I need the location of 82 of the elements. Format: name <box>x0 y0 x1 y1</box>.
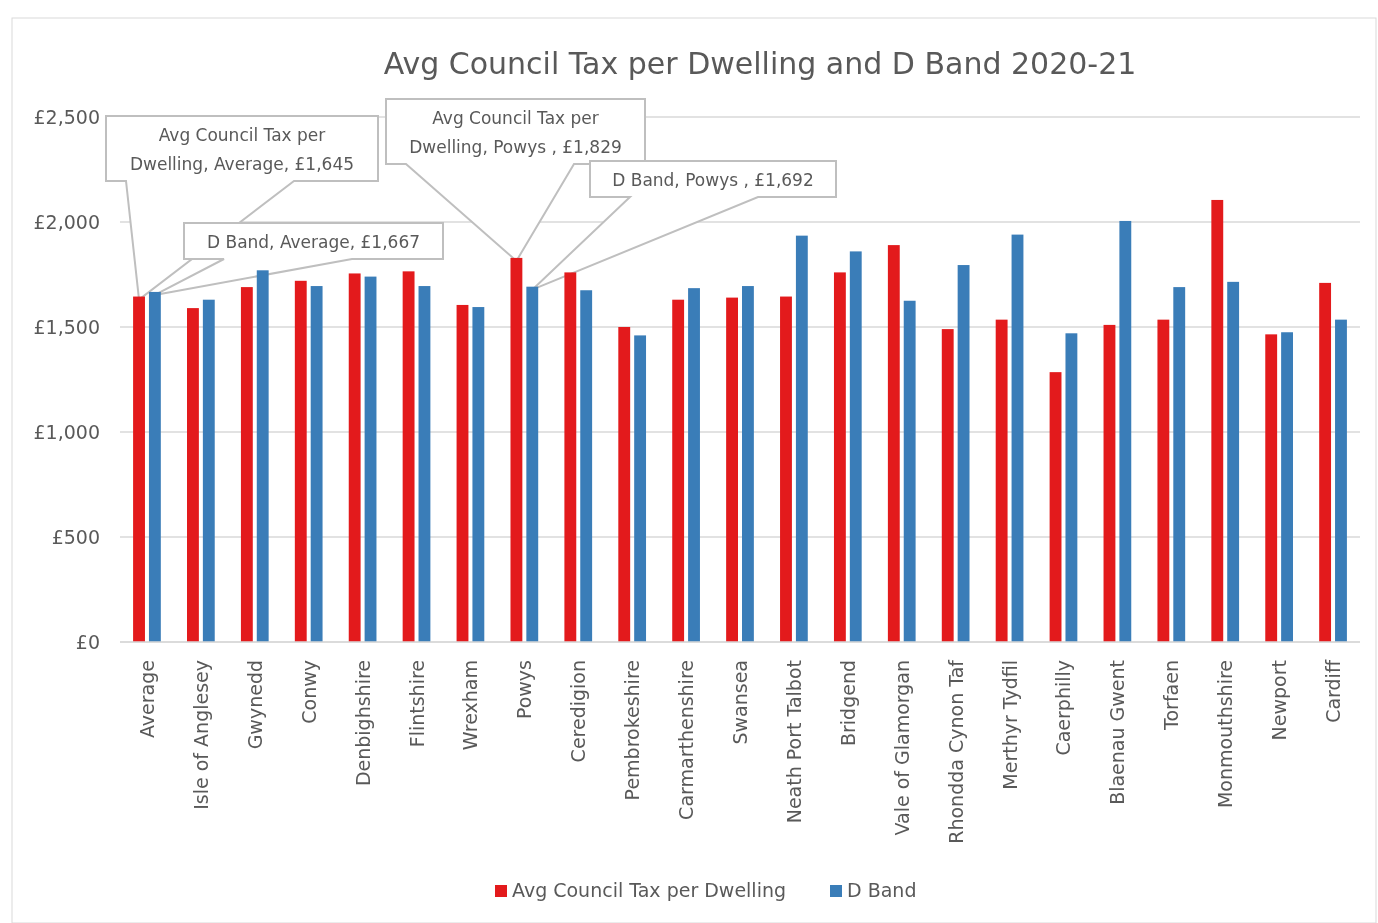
y-tick-label: £1,000 <box>33 421 100 443</box>
bar <box>1265 334 1278 642</box>
bar <box>418 286 431 642</box>
legend-label: D Band <box>847 879 917 901</box>
bar <box>887 245 900 642</box>
annotation: D Band, Powys , £1,692 <box>612 170 814 190</box>
bar <box>634 335 647 642</box>
x-tick-label: Gwynedd <box>243 660 266 750</box>
bar <box>1211 199 1224 642</box>
x-tick-label: Blaenau Gwent <box>1106 660 1129 805</box>
annotation: D Band, Average, £1,667 <box>206 232 421 252</box>
x-tick-label: Newport <box>1268 660 1291 741</box>
y-tick-label: £2,000 <box>33 211 100 233</box>
bar <box>849 251 862 642</box>
annotation: Avg Council Tax per Dwelling, Powys , £1,829 <box>409 108 622 157</box>
bar <box>995 319 1008 642</box>
bar <box>1103 324 1116 642</box>
bar <box>310 286 323 642</box>
x-tick-label: Merthyr Tydfil <box>998 660 1021 790</box>
chart-title: Avg Council Tax per Dwelling and D Band 2020-21 <box>383 46 1137 81</box>
y-tick-label: £2,500 <box>33 106 100 128</box>
bar <box>1281 332 1293 642</box>
x-tick-label: Cardiff <box>1322 659 1345 723</box>
x-tick-label: Monmouthshire <box>1214 660 1237 809</box>
x-tick-label: Conwy <box>297 660 320 724</box>
bar <box>1119 220 1132 642</box>
bar <box>256 270 269 642</box>
bar <box>456 304 469 642</box>
bar <box>348 273 361 642</box>
x-tick-label: Swansea <box>729 660 751 745</box>
x-tick-label: Flintshire <box>405 660 428 748</box>
x-tick-label: Denbighshire <box>351 660 374 787</box>
bar <box>133 296 145 642</box>
x-tick-label: Isle of Anglesey <box>189 660 212 810</box>
x-tick-label: Bridgend <box>836 660 859 747</box>
bar <box>795 235 808 642</box>
bar <box>618 327 631 642</box>
x-tick-label: Carmarthenshire <box>675 660 698 820</box>
x-tick-label: Neath Port Talbot <box>782 660 805 824</box>
y-tick-label: £0 <box>75 631 100 653</box>
x-tick-label: Ceredigion <box>567 660 590 763</box>
x-tick-label: Rhondda Cynon Taf <box>944 658 967 844</box>
bar <box>202 299 215 642</box>
bar <box>472 307 485 642</box>
bar <box>240 287 253 642</box>
x-tick-label: Vale of Glamorgan <box>890 660 913 836</box>
bar <box>742 286 754 642</box>
bar <box>672 299 685 642</box>
bar <box>941 329 954 642</box>
bar <box>364 276 377 642</box>
x-tick-label: Pembrokeshire <box>621 660 644 801</box>
bar <box>1173 287 1186 642</box>
x-tick-label: Powys <box>513 660 536 720</box>
bar <box>510 257 523 642</box>
bar <box>1335 319 1347 642</box>
bar <box>780 296 792 642</box>
bar <box>726 297 738 642</box>
bar <box>580 290 593 642</box>
bar <box>1157 319 1170 642</box>
bar <box>688 288 700 642</box>
legend-label: Avg Council Tax per Dwelling <box>512 879 787 901</box>
bar <box>294 280 307 642</box>
bar <box>1319 282 1332 642</box>
x-tick-label: Wrexham <box>459 660 482 751</box>
bar <box>148 291 161 642</box>
bar <box>833 272 846 642</box>
bar <box>957 265 970 642</box>
bar <box>1011 234 1024 642</box>
y-tick-label: £500 <box>51 526 100 548</box>
bar <box>1227 281 1240 642</box>
bar <box>526 286 539 642</box>
bar <box>402 271 415 642</box>
bar <box>187 308 199 642</box>
x-tick-label: Caerphilly <box>1052 660 1075 756</box>
bar <box>1065 333 1078 642</box>
annotation: Avg Council Tax per Dwelling, Average, £1,645 <box>129 125 355 174</box>
bar <box>564 272 577 642</box>
x-tick-label: Average <box>135 660 158 739</box>
x-tick-label: Torfaen <box>1160 660 1183 731</box>
bar <box>903 300 916 642</box>
bar <box>1049 372 1062 642</box>
y-tick-label: £1,500 <box>33 316 100 338</box>
